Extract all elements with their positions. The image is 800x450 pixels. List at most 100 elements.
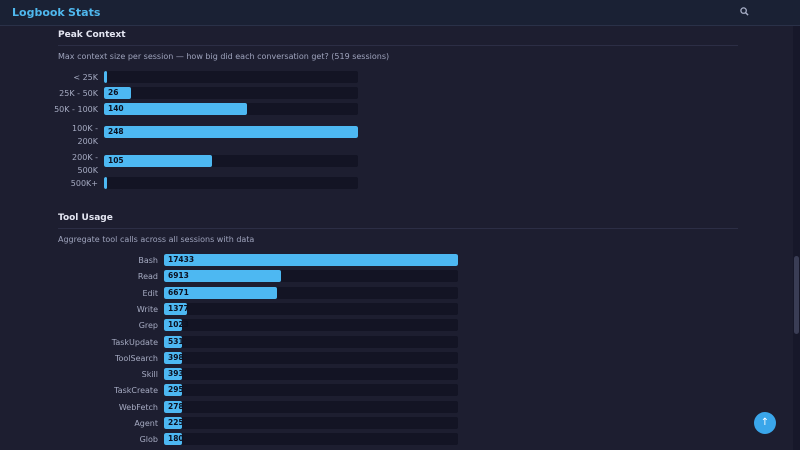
scrollbar-thumb[interactable] bbox=[794, 256, 799, 334]
bar-label: TaskCreate bbox=[114, 386, 158, 396]
moon-icon[interactable] bbox=[766, 7, 775, 19]
bar bbox=[164, 270, 281, 283]
bar-value: 278 bbox=[168, 401, 184, 411]
bar-label-line: 100K - bbox=[72, 124, 98, 133]
bar-track: 398 bbox=[164, 351, 458, 364]
bar-value: 6671 bbox=[168, 287, 189, 297]
chart-row: Edit 6671 bbox=[0, 286, 800, 301]
tool-usage-subtitle: Aggregate tool calls across all sessions… bbox=[58, 235, 255, 244]
bar-label-line: 200K bbox=[77, 137, 98, 146]
bar-track: 248 bbox=[104, 126, 358, 138]
page-scrollbar[interactable] bbox=[793, 26, 800, 450]
bar-value: 26 bbox=[108, 88, 119, 97]
bar-label: 25K - 50K bbox=[59, 89, 98, 98]
bar bbox=[164, 433, 182, 446]
bar-track bbox=[104, 71, 358, 83]
bar-label: 100K - 200K bbox=[0, 122, 98, 148]
bar bbox=[164, 417, 182, 429]
peak-context-title: Peak Context bbox=[58, 30, 126, 40]
brand-link[interactable]: Logbook bbox=[12, 6, 65, 19]
bar-track: 278 bbox=[164, 400, 458, 413]
bar-track: 140 bbox=[104, 103, 358, 115]
bar-value: 398 bbox=[168, 352, 184, 362]
back-to-top-button[interactable]: ↑ bbox=[754, 412, 776, 434]
chart-row: WebFetch 278 bbox=[0, 400, 800, 415]
bar bbox=[104, 87, 131, 99]
bar bbox=[164, 319, 182, 332]
bar-label: Agent bbox=[134, 419, 158, 428]
bar bbox=[164, 286, 277, 299]
chart-row: Write 1377 bbox=[0, 302, 800, 317]
chart-row: 500K+ bbox=[0, 177, 800, 191]
bar bbox=[104, 126, 358, 138]
bar-label: 50K - 100K bbox=[54, 105, 98, 114]
bar bbox=[164, 368, 182, 381]
bar-track: 6913 bbox=[164, 270, 458, 283]
bar-value: 6913 bbox=[168, 271, 189, 281]
bar-label: Skill bbox=[141, 370, 158, 380]
top-navbar: Logbook Stats bbox=[0, 0, 800, 26]
bar-label: Grep bbox=[138, 321, 158, 331]
chart-row: Glob 180 bbox=[0, 433, 800, 447]
bar-track: 26 bbox=[104, 87, 358, 99]
bar-value: 105 bbox=[108, 156, 124, 165]
chart-row: Agent 225 bbox=[0, 417, 800, 431]
bar-label: WebFetch bbox=[118, 402, 158, 412]
peak-context-subtitle: Max context size per session — how big d… bbox=[58, 52, 390, 61]
bar-track: 6671 bbox=[164, 286, 458, 299]
bar-value: 225 bbox=[168, 418, 184, 427]
chart-row: < 25K bbox=[0, 71, 800, 85]
tool-usage-title: Tool Usage bbox=[58, 213, 113, 223]
bar-value: 531 bbox=[168, 336, 184, 346]
chart-row: 50K - 100K 140 bbox=[0, 103, 800, 117]
bar-track: 180 bbox=[164, 433, 458, 446]
bar bbox=[164, 302, 188, 315]
bar bbox=[164, 335, 182, 348]
bar-label: 500K+ bbox=[70, 179, 98, 188]
bar-label: ToolSearch bbox=[114, 353, 158, 363]
bar-label: 200K - 500K bbox=[0, 151, 98, 177]
chart-row: 200K - 500K 105 bbox=[0, 153, 800, 175]
bar-value: 393 bbox=[168, 369, 184, 379]
chart-row: 100K - 200K 248 bbox=[0, 124, 800, 146]
chart-row: 25K - 50K 26 bbox=[0, 87, 800, 101]
bar bbox=[104, 103, 248, 115]
bar-track: 1377 bbox=[164, 302, 458, 315]
bar-track: 393 bbox=[164, 368, 458, 381]
chart-row: ToolSearch 398 bbox=[0, 351, 800, 366]
bar-track: 17433 bbox=[164, 254, 458, 266]
bar-label: < 25K bbox=[73, 73, 98, 82]
chart-row: Skill 393 bbox=[0, 368, 800, 382]
bar bbox=[164, 384, 182, 397]
bar-track: 531 bbox=[164, 335, 458, 348]
bar-value: 248 bbox=[108, 127, 124, 136]
bar-track: 295 bbox=[164, 384, 458, 397]
bar-label: Glob bbox=[139, 435, 158, 445]
nav-stats-link[interactable]: Stats bbox=[68, 6, 101, 19]
chart-row: Read 6913 bbox=[0, 270, 800, 284]
bar bbox=[104, 71, 107, 83]
bar-value: 17433 bbox=[168, 255, 195, 264]
bar-track bbox=[104, 177, 358, 189]
bar-value: 1023 bbox=[168, 320, 189, 330]
bar-track: 1023 bbox=[164, 319, 458, 332]
chart-row: Bash 17433 bbox=[0, 254, 800, 268]
bar-label-line: 500K bbox=[77, 166, 98, 175]
bar-value: 295 bbox=[168, 385, 184, 395]
bar-value: 140 bbox=[108, 104, 124, 113]
bar-label: Write bbox=[136, 304, 158, 314]
bar-track: 225 bbox=[164, 417, 458, 429]
bar-label: Edit bbox=[142, 288, 159, 298]
bar-track: 105 bbox=[104, 155, 358, 167]
chart-row: TaskUpdate 531 bbox=[0, 335, 800, 350]
bar bbox=[164, 254, 458, 266]
bar-label-line: 200K - bbox=[72, 153, 98, 162]
bar bbox=[164, 400, 182, 413]
section-divider bbox=[58, 228, 738, 229]
search-icon[interactable] bbox=[740, 7, 749, 19]
bar-label: TaskUpdate bbox=[111, 337, 158, 347]
bar-label: Bash bbox=[138, 256, 158, 265]
bar-value: 1377 bbox=[168, 303, 189, 313]
bar-value: 180 bbox=[168, 434, 184, 444]
bar bbox=[104, 177, 107, 189]
